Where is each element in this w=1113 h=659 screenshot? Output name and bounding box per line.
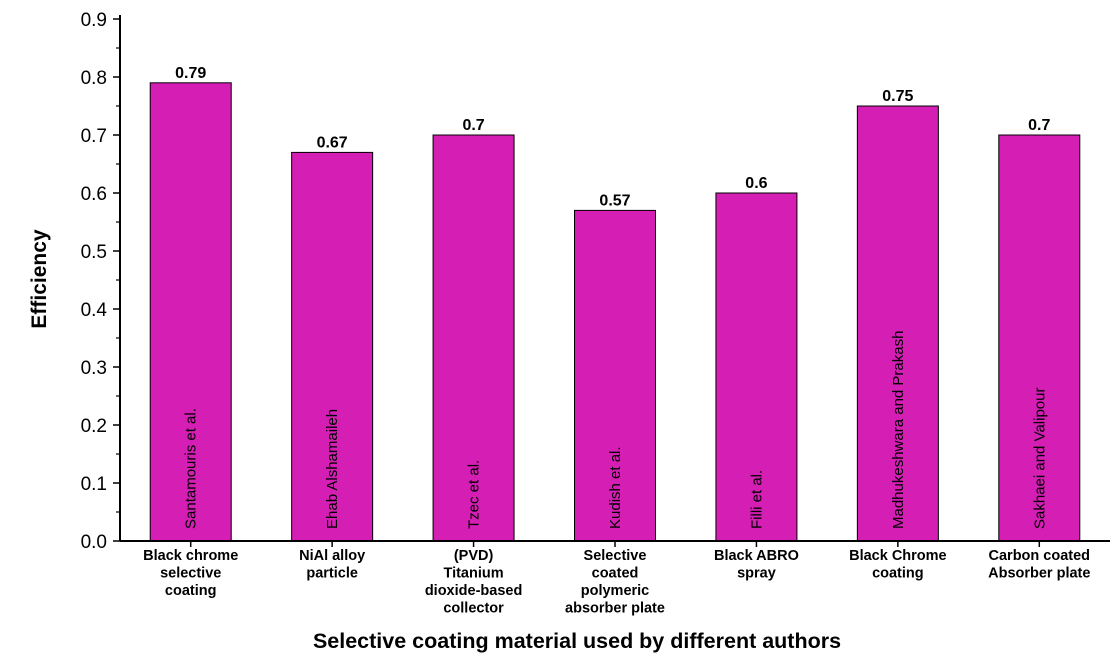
bars-layer bbox=[149, 82, 1081, 542]
x-category-label: Black Chrome coating bbox=[849, 548, 947, 582]
y-tick-labels-layer: 0.0 0.1 0.2 0.3 0.4 0.5 0.6 0.7 0.8 0.9 bbox=[81, 10, 108, 553]
x-axis-title: Selective coating material used by diffe… bbox=[313, 629, 841, 653]
bar-value-label: 0.7 bbox=[462, 117, 484, 134]
y-tick-label: 0.2 bbox=[81, 416, 107, 437]
bar-author-label: Santamouris et al. bbox=[183, 408, 200, 529]
bar bbox=[574, 209, 656, 542]
bar-value-label: 0.79 bbox=[175, 65, 206, 82]
axes-layer bbox=[113, 15, 1110, 547]
bar-author-label: Kudish et al. bbox=[607, 446, 624, 529]
x-category-label: (PVD) Titanium dioxide-based collector bbox=[425, 548, 523, 617]
bar-author-label: Ehab Alshamaileh bbox=[324, 409, 341, 529]
bar-author-label: Tzec et al. bbox=[466, 460, 483, 529]
bar-value-label: 0.57 bbox=[599, 192, 630, 209]
x-category-label: Black ABRO spray bbox=[714, 548, 799, 582]
y-tick-label: 0.5 bbox=[81, 242, 107, 263]
y-tick-label: 0.8 bbox=[81, 68, 107, 89]
bar bbox=[432, 134, 515, 542]
x-category-labels-layer: Black chrome selective coating NiAl alloy pa… bbox=[143, 548, 1090, 617]
y-axis-title: Efficiency bbox=[28, 229, 51, 329]
author-labels-layer: Santamouris et al. Ehab Alshamaileh Tzec e… bbox=[183, 331, 1049, 529]
value-labels-layer: 0.79 0.67 0.7 0.57 0.6 0.75 0.7 bbox=[175, 65, 1050, 210]
y-tick-label: 0.4 bbox=[81, 300, 108, 321]
bar bbox=[291, 151, 374, 542]
y-tick-label: 0.3 bbox=[81, 358, 107, 379]
bar-author-label: Filli et al. bbox=[748, 470, 765, 529]
bar bbox=[149, 82, 232, 542]
x-category-label: Selective coated polymeric absorber plate bbox=[565, 548, 665, 617]
bar bbox=[715, 192, 798, 542]
y-tick-label: 0.1 bbox=[81, 474, 107, 495]
bar-value-label: 0.7 bbox=[1028, 117, 1050, 134]
y-tick-label: 0.6 bbox=[81, 184, 107, 205]
x-category-label: Carbon coated Absorber plate bbox=[988, 548, 1090, 582]
y-tick-label: 0.9 bbox=[81, 10, 107, 31]
x-category-label: NiAl alloy particle bbox=[299, 548, 365, 582]
bar-author-label: Sakhaei and Valipour bbox=[1031, 388, 1048, 530]
bar-value-label: 0.67 bbox=[317, 134, 348, 151]
bar-value-label: 0.75 bbox=[882, 88, 913, 105]
bar-value-label: 0.6 bbox=[745, 175, 767, 192]
x-category-label: Black chrome selective coating bbox=[143, 548, 238, 599]
bar bbox=[856, 105, 939, 542]
y-tick-label: 0.0 bbox=[81, 532, 107, 553]
bar-author-label: Madhukeshwara and Prakash bbox=[890, 331, 907, 529]
y-tick-label: 0.7 bbox=[81, 126, 107, 147]
